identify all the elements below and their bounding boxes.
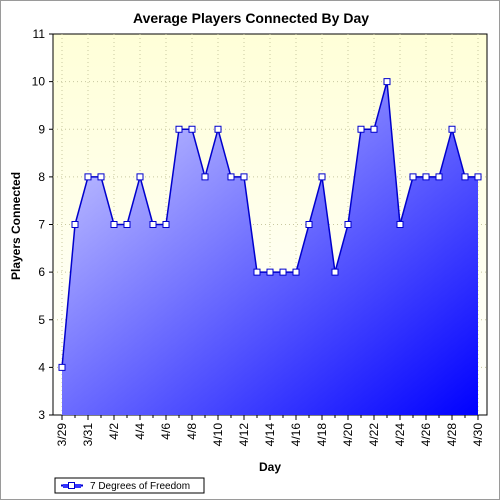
x-tick-label: 4/24 — [393, 423, 407, 447]
y-tick-label: 3 — [38, 408, 45, 422]
x-tick-label: 4/14 — [263, 423, 277, 447]
x-tick-label: 4/26 — [419, 423, 433, 447]
data-point-marker — [149, 221, 157, 228]
data-point-marker — [71, 221, 79, 228]
legend-box — [54, 477, 205, 494]
data-point-marker — [201, 173, 209, 181]
data-point-marker — [461, 173, 469, 181]
data-point-marker — [331, 268, 339, 276]
data-point-marker — [253, 268, 261, 276]
data-point-marker — [97, 173, 105, 181]
y-tick-label: 9 — [38, 122, 45, 136]
series-markers — [58, 78, 482, 371]
data-point-marker — [162, 221, 170, 228]
data-point-marker — [110, 221, 118, 228]
data-point-marker — [357, 125, 365, 133]
data-point-marker — [422, 173, 430, 181]
legend-swatch-marker — [68, 482, 75, 489]
data-point-marker — [292, 268, 300, 276]
x-tick-label: 4/28 — [445, 423, 459, 447]
x-tick-label: 3/31 — [81, 423, 95, 447]
x-tick-label: 4/2 — [107, 423, 121, 440]
legend: 7 Degrees of Freedom — [54, 477, 205, 494]
x-tick-label: 4/4 — [133, 423, 147, 440]
data-point-marker — [214, 125, 222, 133]
y-tick-label: 4 — [38, 360, 45, 374]
x-tick-label: 4/18 — [315, 423, 329, 447]
data-point-marker — [279, 268, 287, 276]
data-point-marker — [136, 173, 144, 181]
y-tick-label: 7 — [38, 218, 45, 232]
data-point-marker — [305, 221, 313, 228]
x-tick-label: 4/6 — [159, 423, 173, 440]
x-tick-label: 4/20 — [341, 423, 355, 447]
data-point-marker — [188, 125, 196, 133]
data-point-marker — [383, 78, 391, 86]
data-point-marker — [266, 268, 274, 276]
x-tick-label: 4/12 — [237, 423, 251, 447]
data-point-marker — [435, 173, 443, 181]
x-tick-label: 4/22 — [367, 423, 381, 447]
x-tick-label: 4/8 — [185, 423, 199, 440]
data-point-marker — [409, 173, 417, 181]
series-area — [62, 81, 478, 415]
data-point-marker — [123, 221, 131, 228]
x-tick-label: 4/30 — [471, 423, 485, 447]
data-point-marker — [474, 173, 482, 181]
data-point-marker — [240, 173, 248, 181]
y-tick-label: 6 — [38, 265, 45, 279]
x-tick-label: 4/16 — [289, 423, 303, 447]
y-tick-label: 11 — [33, 27, 46, 41]
x-tick-label: 4/10 — [211, 423, 225, 447]
data-point-marker — [227, 173, 235, 181]
data-point-marker — [448, 125, 456, 133]
x-axis: 3/29 3/31 4/2 4/4 4/6 4/8 4/10 4/12 4/14 4/16 4/18… — [55, 415, 485, 446]
y-tick-label: 8 — [38, 170, 45, 184]
data-point-marker — [318, 173, 326, 181]
data-point-marker — [344, 221, 352, 228]
data-point-marker — [175, 125, 183, 133]
data-point-marker — [58, 363, 66, 371]
data-point-marker — [396, 221, 404, 228]
chart-title: Average Players Connected By Day — [133, 10, 369, 26]
data-point-marker — [370, 125, 378, 133]
y-tick-label: 5 — [38, 313, 45, 327]
y-axis-title: Players Connected — [9, 172, 23, 280]
legend-label: 7 Degrees of Freedom — [90, 481, 190, 492]
data-point-marker — [84, 173, 92, 181]
x-axis-title: Day — [259, 460, 281, 474]
x-tick-label: 3/29 — [55, 423, 69, 447]
y-tick-label: 10 — [32, 75, 46, 89]
y-axis: 3 4 5 6 7 8 9 10 11 — [32, 27, 53, 422]
